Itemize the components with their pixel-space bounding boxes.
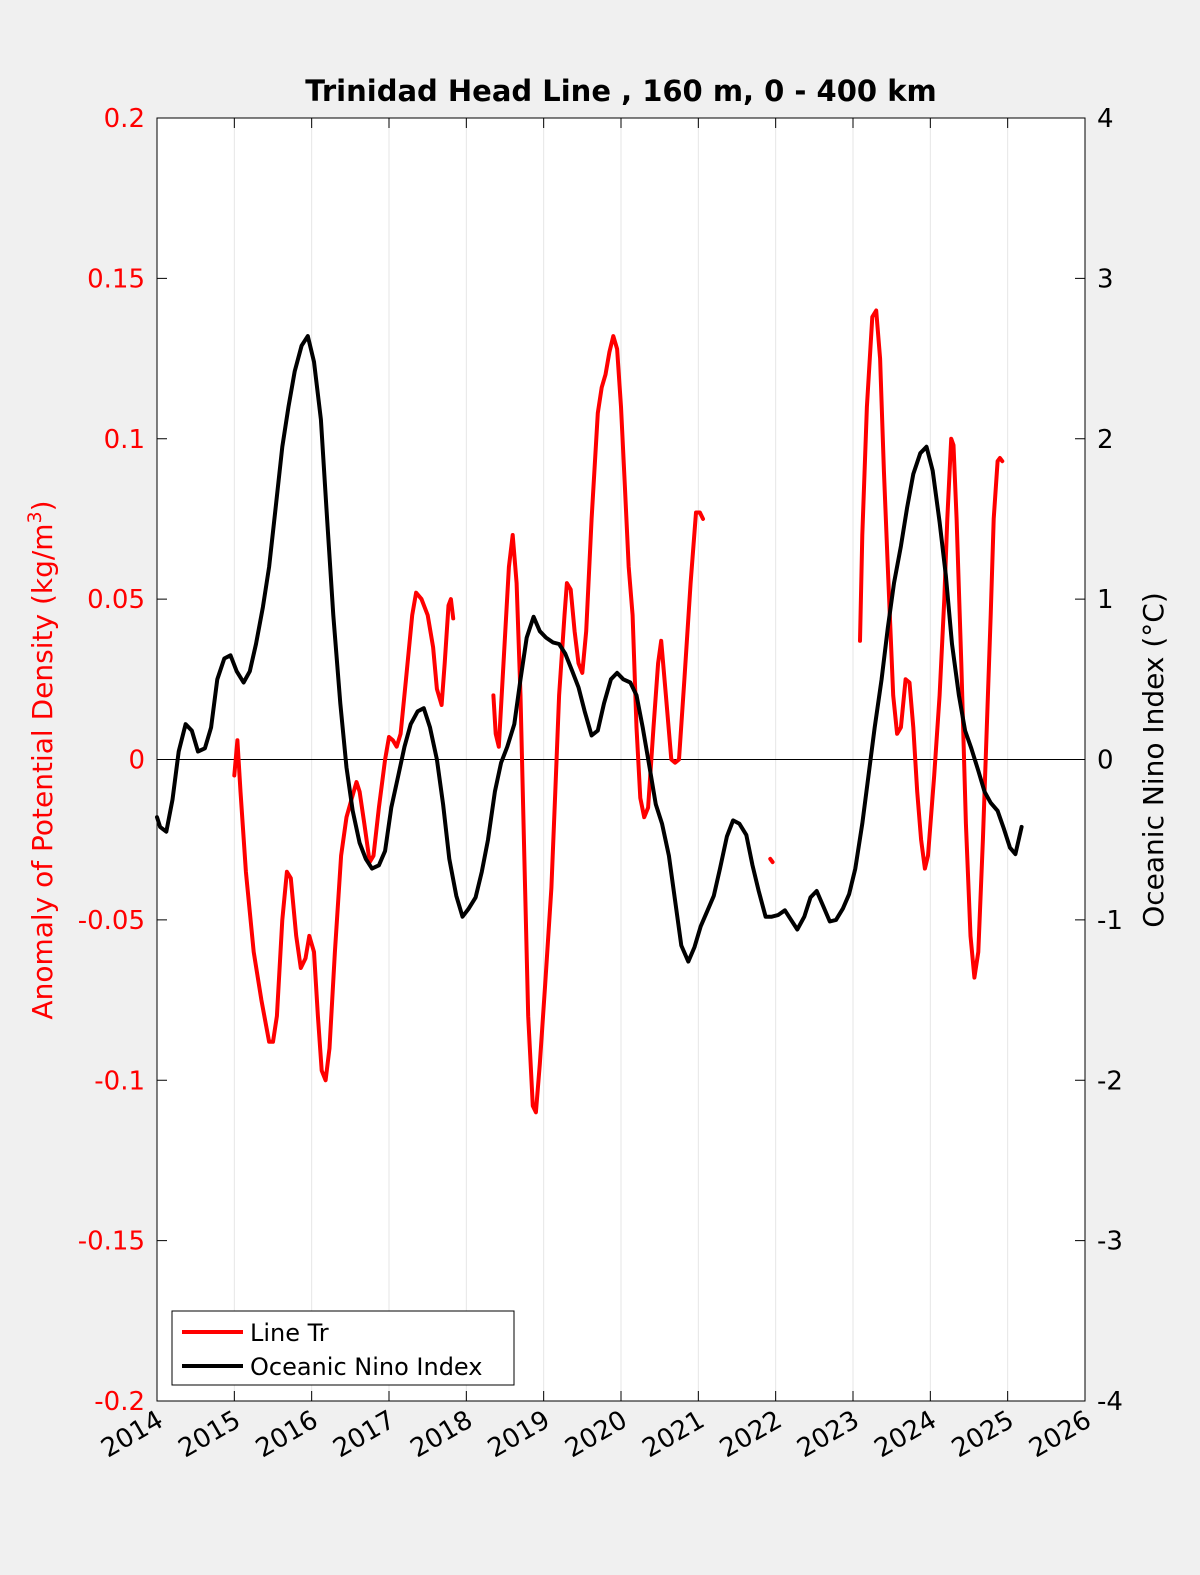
y-axis-left-label: Anomaly of Potential Density (kg/m3) (24, 500, 59, 1019)
legend: Line Tr Oceanic Nino Index (171, 1310, 515, 1386)
y-axis-left-label-text: Anomaly of Potential Density (kg/m (26, 523, 59, 1019)
y-left-tick-label: -0.2 (94, 1387, 145, 1417)
series-line-line-tr (232, 590, 456, 1083)
y-left-tick-label: -0.15 (78, 1227, 145, 1257)
series-line-line-tr (491, 334, 705, 1115)
series-line-oceanic-nino-index (155, 334, 1024, 964)
axes: 2014 2015 2016 2017 2018 2019 2020 2021 2022 2023… (78, 104, 1123, 1464)
y-right-tick-label: 4 (1097, 104, 1114, 134)
y-left-tick-label: 0.2 (104, 104, 145, 134)
y-right-tick-label: 2 (1097, 425, 1114, 455)
chart-title: Trinidad Head Line , 160 m, 0 - 400 km (305, 74, 936, 108)
y-right-tick-label: 3 (1097, 264, 1114, 294)
y-axis-left-label-end: ) (26, 500, 59, 511)
y-left-tick-label: 0.1 (104, 425, 145, 455)
y-right-tick-label: 0 (1097, 746, 1114, 776)
y-right-tick-label: -4 (1097, 1387, 1123, 1417)
y-right-tick-label: -1 (1097, 906, 1123, 936)
y-axis-right-label: Oceanic Nino Index (°C) (1137, 592, 1170, 928)
y-right-tick-label: -2 (1097, 1066, 1123, 1096)
legend-label-oceanic-nino-index: Oceanic Nino Index (250, 1353, 482, 1381)
y-left-tick-label: 0.05 (87, 585, 145, 615)
series-layer (155, 308, 1024, 1115)
y-left-tick-label: -0.1 (94, 1066, 145, 1096)
y-axis-left-label-sup: 3 (24, 511, 46, 523)
y-right-tick-label: -3 (1097, 1227, 1123, 1257)
y-left-tick-label: 0.15 (87, 264, 145, 294)
legend-box (171, 1310, 515, 1386)
y-left-tick-label: -0.05 (78, 906, 145, 936)
y-right-tick-label: 1 (1097, 585, 1114, 615)
series-line-line-tr (768, 856, 775, 865)
legend-label-line-tr: Line Tr (250, 1319, 329, 1347)
series-line-line-tr (858, 308, 1005, 980)
y-left-tick-label: 0 (128, 746, 145, 776)
